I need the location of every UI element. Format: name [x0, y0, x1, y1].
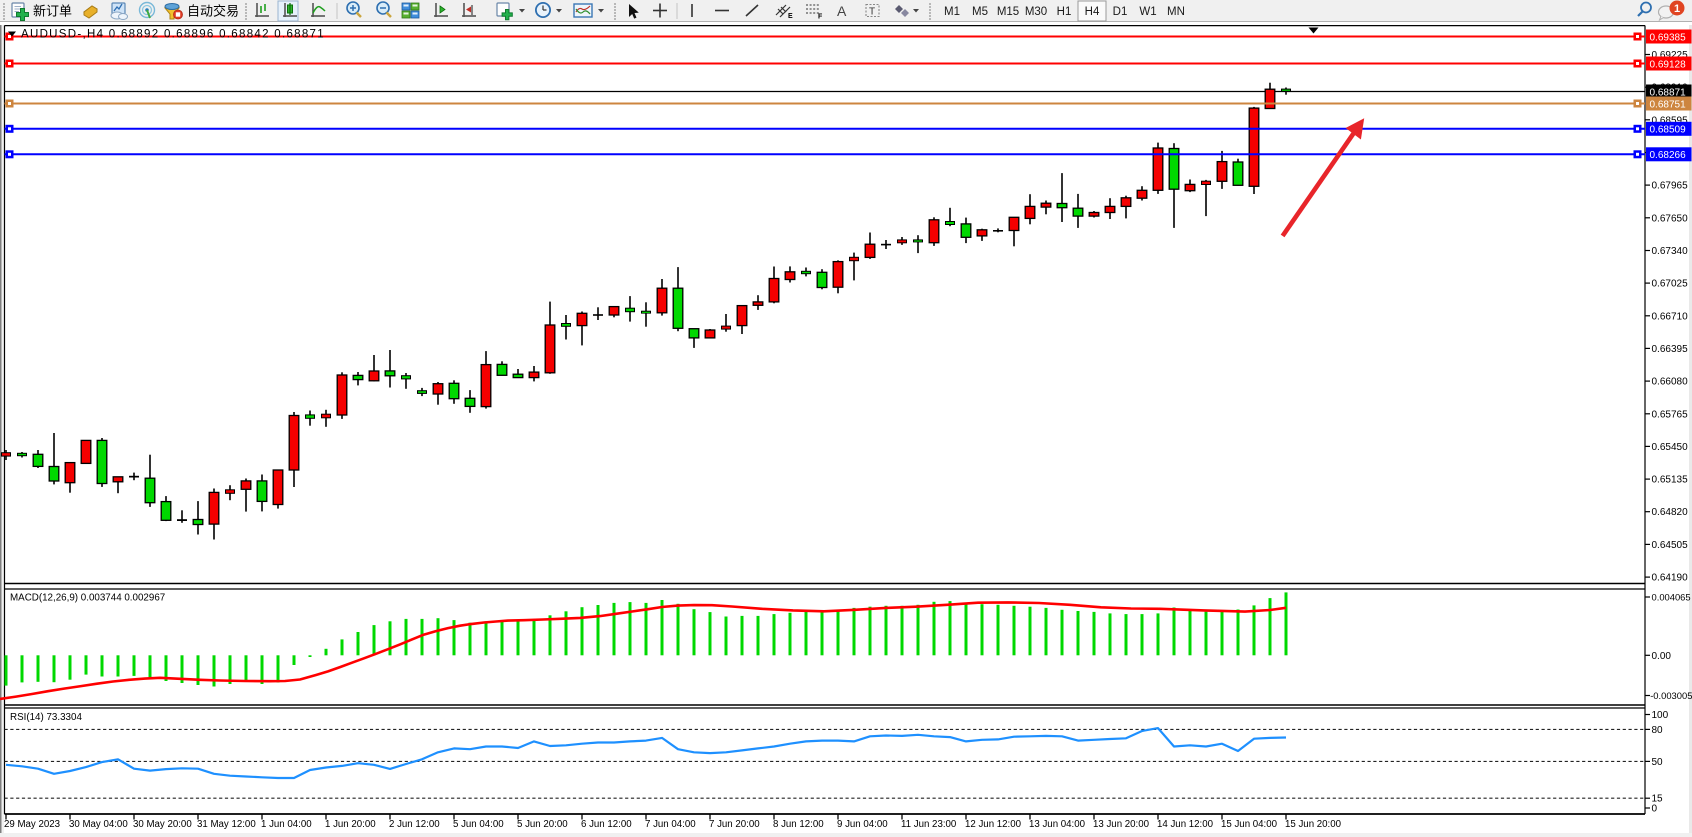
svg-text:M15: M15	[997, 6, 1019, 18]
svg-text:5 Jun 20:00: 5 Jun 20:00	[517, 819, 568, 830]
svg-text:0.64505: 0.64505	[1652, 540, 1689, 551]
svg-text:29 May 2023: 29 May 2023	[4, 819, 60, 830]
svg-text:30 May 04:00: 30 May 04:00	[69, 819, 128, 830]
svg-text:5 Jun 04:00: 5 Jun 04:00	[453, 819, 504, 830]
svg-text:0.67025: 0.67025	[1652, 279, 1689, 290]
svg-text:0.66710: 0.66710	[1652, 311, 1689, 322]
svg-text:0.67650: 0.67650	[1652, 213, 1689, 224]
svg-text:11 Jun 23:00: 11 Jun 23:00	[901, 819, 957, 830]
svg-text:30 May 20:00: 30 May 20:00	[133, 819, 192, 830]
svg-text:15: 15	[1652, 794, 1664, 805]
svg-text:0.67965: 0.67965	[1652, 181, 1689, 192]
svg-text:15 Jun 20:00: 15 Jun 20:00	[1285, 819, 1342, 830]
svg-text:AUDUSD-,H4 0.68892 0.68896 0.: AUDUSD-,H4 0.68892 0.68896 0.68842 0.688…	[21, 29, 325, 41]
svg-text:MACD(12,26,9) 0.003744 0.00296: MACD(12,26,9) 0.003744 0.002967	[10, 593, 165, 604]
svg-text:13 Jun 20:00: 13 Jun 20:00	[1093, 819, 1150, 830]
svg-text:6 Jun 12:00: 6 Jun 12:00	[581, 819, 632, 830]
svg-text:M1: M1	[944, 6, 960, 18]
svg-text:100: 100	[1652, 710, 1669, 721]
svg-text:0.00: 0.00	[1652, 651, 1672, 662]
svg-text:自动交易: 自动交易	[187, 4, 239, 19]
svg-text:RSI(14) 73.3304: RSI(14) 73.3304	[10, 712, 82, 723]
svg-text:0.68266: 0.68266	[1650, 150, 1687, 161]
svg-text:1 Jun 04:00: 1 Jun 04:00	[261, 819, 312, 830]
svg-text:E: E	[788, 13, 793, 20]
svg-text:0.64190: 0.64190	[1652, 573, 1689, 584]
svg-text:1: 1	[1674, 3, 1680, 15]
svg-text:0.64820: 0.64820	[1652, 507, 1689, 518]
svg-text:15 Jun 04:00: 15 Jun 04:00	[1221, 819, 1278, 830]
svg-text:-0.003005: -0.003005	[1650, 690, 1692, 701]
svg-text:0.68751: 0.68751	[1650, 99, 1687, 110]
svg-text:1 Jun 20:00: 1 Jun 20:00	[325, 819, 376, 830]
svg-text:0.65135: 0.65135	[1652, 475, 1689, 486]
svg-text:F: F	[818, 14, 823, 21]
svg-text:新订单: 新订单	[33, 4, 72, 19]
svg-text:MN: MN	[1167, 6, 1185, 18]
svg-text:50: 50	[1652, 757, 1664, 768]
svg-text:7 Jun 20:00: 7 Jun 20:00	[709, 819, 760, 830]
svg-text:7 Jun 04:00: 7 Jun 04:00	[645, 819, 696, 830]
svg-text:H4: H4	[1085, 6, 1100, 18]
svg-text:0.66395: 0.66395	[1652, 344, 1689, 355]
svg-text:12 Jun 12:00: 12 Jun 12:00	[965, 819, 1022, 830]
svg-text:9 Jun 04:00: 9 Jun 04:00	[837, 819, 888, 830]
svg-text:0.68595: 0.68595	[1652, 115, 1689, 126]
svg-text:8 Jun 12:00: 8 Jun 12:00	[773, 819, 824, 830]
svg-text:0.004065: 0.004065	[1652, 592, 1691, 603]
svg-text:A: A	[837, 3, 847, 19]
svg-text:80: 80	[1652, 725, 1664, 736]
svg-text:H1: H1	[1057, 6, 1072, 18]
svg-text:0.68509: 0.68509	[1650, 125, 1687, 136]
svg-text:M30: M30	[1025, 6, 1047, 18]
svg-text:31 May 12:00: 31 May 12:00	[197, 819, 256, 830]
svg-text:14 Jun 12:00: 14 Jun 12:00	[1157, 819, 1214, 830]
svg-text:0.69128: 0.69128	[1650, 59, 1687, 70]
svg-text:0.68871: 0.68871	[1650, 87, 1687, 98]
svg-text:0.69225: 0.69225	[1652, 50, 1689, 61]
svg-text:0.69385: 0.69385	[1650, 32, 1687, 43]
svg-text:2 Jun 12:00: 2 Jun 12:00	[389, 819, 440, 830]
svg-text:0: 0	[1652, 804, 1658, 815]
svg-text:M5: M5	[972, 6, 988, 18]
svg-text:0.66080: 0.66080	[1652, 377, 1689, 388]
svg-text:W1: W1	[1139, 6, 1156, 18]
svg-text:0.65450: 0.65450	[1652, 442, 1689, 453]
svg-text:D1: D1	[1113, 6, 1128, 18]
svg-text:0.65765: 0.65765	[1652, 409, 1689, 420]
svg-text:T: T	[869, 7, 875, 18]
svg-text:0.67340: 0.67340	[1652, 246, 1689, 257]
svg-text:13 Jun 04:00: 13 Jun 04:00	[1029, 819, 1086, 830]
